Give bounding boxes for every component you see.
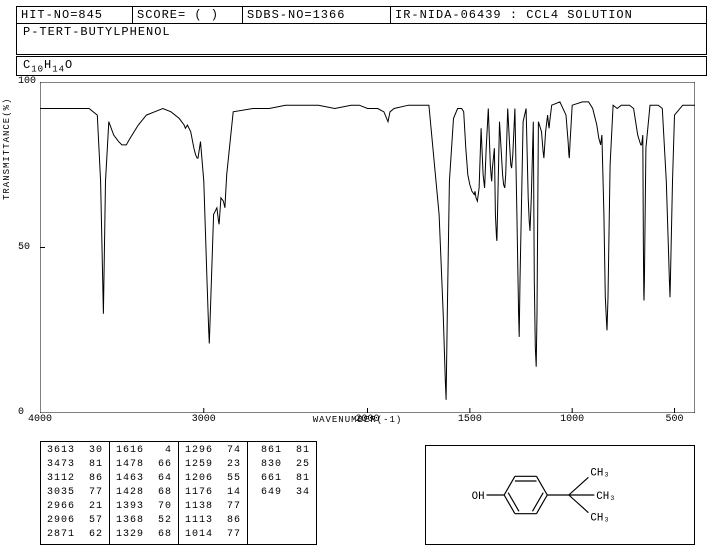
peak-row: 2906 57 — [41, 514, 109, 528]
hit-no: HIT-NO=845 — [17, 7, 133, 23]
sdbs-no: SDBS-NO=1366 — [243, 7, 391, 23]
header-row-1: HIT-NO=845 SCORE= ( ) SDBS-NO=1366 IR-NI… — [17, 7, 706, 24]
y-tick-label: 0 — [18, 407, 24, 418]
peak-column: 861 81 830 25 661 81 649 34 — [248, 442, 316, 544]
peak-row — [248, 528, 316, 542]
svg-text:CH₃: CH₃ — [596, 491, 615, 503]
molecule-structure: OH CH₃ CH₃ CH₃ — [425, 445, 695, 545]
x-tick-label: 500 — [666, 414, 684, 425]
peak-row: 2871 62 — [41, 528, 109, 542]
header-box: HIT-NO=845 SCORE= ( ) SDBS-NO=1366 IR-NI… — [16, 6, 707, 55]
peak-row: 1176 14 — [179, 486, 247, 500]
score: SCORE= ( ) — [133, 7, 243, 23]
x-tick-label: 4000 — [28, 414, 52, 425]
peak-row — [248, 500, 316, 514]
peak-row: 1616 4 — [110, 444, 178, 458]
peak-row: 649 34 — [248, 486, 316, 500]
peak-row: 3112 86 — [41, 472, 109, 486]
peak-row — [248, 514, 316, 528]
spectrum-svg — [40, 82, 695, 413]
x-tick-label: 2000 — [355, 414, 379, 425]
formula-o: O — [65, 58, 73, 72]
peak-column: 3613 303473 813112 863035 772966 212906 … — [41, 442, 110, 544]
molecule-svg: OH CH₃ CH₃ CH₃ — [426, 446, 694, 544]
compound-name: P-TERT-BUTYLPHENOL — [17, 24, 706, 54]
peak-row: 1138 77 — [179, 500, 247, 514]
peak-row: 861 81 — [248, 444, 316, 458]
y-axis-label: TRANSMITTANCE(%) — [2, 98, 12, 200]
peak-row: 1259 23 — [179, 458, 247, 472]
svg-text:CH₃: CH₃ — [590, 467, 609, 479]
peak-row: 2966 21 — [41, 500, 109, 514]
peak-row: 3473 81 — [41, 458, 109, 472]
peak-row: 1393 70 — [110, 500, 178, 514]
peak-column: 1296 741259 231206 551176 141138 771113 … — [179, 442, 248, 544]
peak-row: 1478 66 — [110, 458, 178, 472]
peak-row: 3613 30 — [41, 444, 109, 458]
peak-row: 1113 86 — [179, 514, 247, 528]
peak-column: 1616 41478 661463 641428 681393 701368 5… — [110, 442, 179, 544]
formula-sub2: 14 — [52, 64, 65, 74]
peak-row: 1014 77 — [179, 528, 247, 542]
peak-row: 1296 74 — [179, 444, 247, 458]
peak-table: 3613 303473 813112 863035 772966 212906 … — [40, 441, 317, 545]
svg-text:OH: OH — [472, 491, 485, 503]
x-tick-label: 1500 — [458, 414, 482, 425]
ir-info: IR-NIDA-06439 : CCL4 SOLUTION — [391, 7, 706, 23]
peak-row: 661 81 — [248, 472, 316, 486]
svg-text:CH₃: CH₃ — [590, 512, 609, 524]
peak-row: 1463 64 — [110, 472, 178, 486]
x-tick-label: 3000 — [192, 414, 216, 425]
spectrum-plot — [40, 82, 695, 413]
peak-row: 830 25 — [248, 458, 316, 472]
formula-sub1: 10 — [31, 64, 44, 74]
peak-row: 1206 55 — [179, 472, 247, 486]
y-tick-label: 50 — [18, 242, 30, 253]
formula-h: H — [44, 58, 52, 72]
formula-c: C — [23, 58, 31, 72]
peak-row: 1428 68 — [110, 486, 178, 500]
peak-row: 1329 68 — [110, 528, 178, 542]
peak-row: 1368 52 — [110, 514, 178, 528]
x-tick-label: 1000 — [560, 414, 584, 425]
formula-box: C10H14O — [16, 56, 707, 76]
y-tick-label: 100 — [18, 76, 36, 87]
peak-row: 3035 77 — [41, 486, 109, 500]
